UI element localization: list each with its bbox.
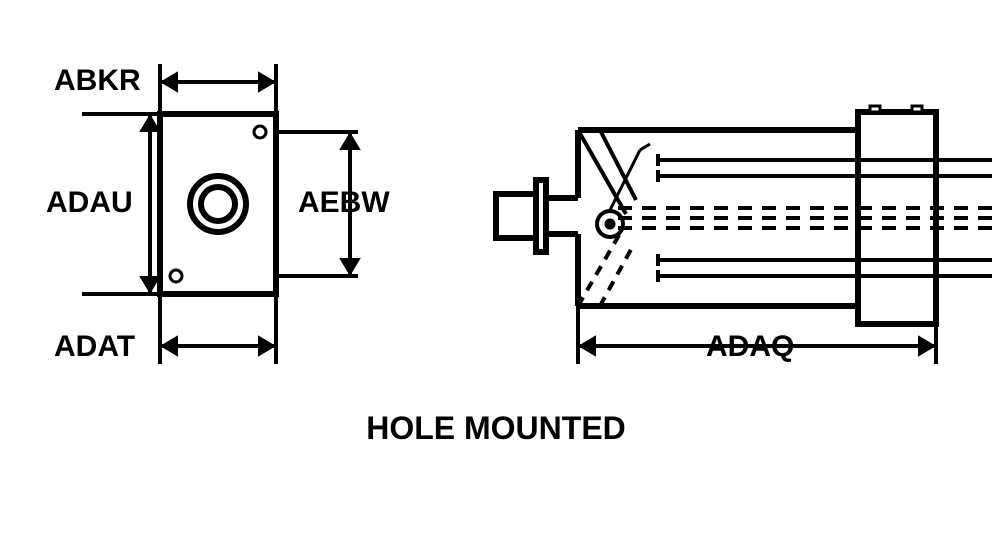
label-aebw: AEBW bbox=[298, 186, 390, 220]
diagram-canvas bbox=[0, 0, 992, 536]
label-abkr: ABKR bbox=[54, 64, 141, 98]
label-adaq: ADAQ bbox=[706, 330, 794, 364]
label-adat: ADAT bbox=[54, 330, 135, 364]
label-adau: ADAU bbox=[46, 186, 133, 220]
diagram-title: HOLE MOUNTED bbox=[0, 410, 992, 447]
